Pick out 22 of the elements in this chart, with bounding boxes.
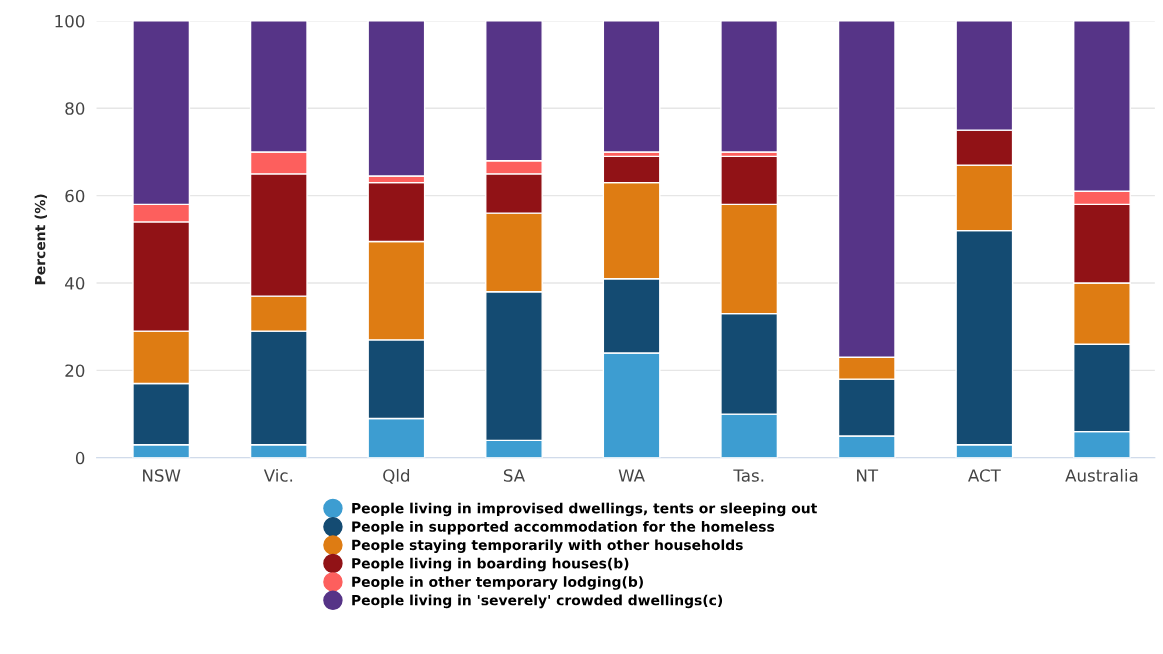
y-tick-label: 60 xyxy=(65,189,85,203)
x-tick-label: NT xyxy=(857,469,879,482)
x-tick-label: Australia xyxy=(1065,468,1138,482)
y-tick-label: 20 xyxy=(65,364,85,377)
y-tick-label: 40 xyxy=(65,277,85,290)
legend-label: People living in boarding houses(b) xyxy=(352,557,629,572)
y-tick-label: 0 xyxy=(75,451,85,465)
x-tick-label: WA xyxy=(618,469,645,482)
y-axis-title: Percent (%) xyxy=(34,194,47,285)
x-tick-label: SA xyxy=(503,469,525,482)
legend-label: People living in 'severely' crowded dwellings(c) xyxy=(352,594,723,609)
legend-label: People in supported accommodation for the homeless xyxy=(352,521,775,535)
x-tick-label: Qld xyxy=(383,468,410,484)
y-tick-label: 80 xyxy=(65,102,85,115)
x-tick-label: ACT xyxy=(968,469,1001,482)
legend-label: People in other temporary lodging(b) xyxy=(352,576,643,590)
x-tick-label: Vic. xyxy=(263,468,293,482)
y-tick-label: 100 xyxy=(55,14,85,28)
legend-label: People staying temporarily with other households xyxy=(352,539,743,553)
x-tick-label: NSW xyxy=(143,469,181,482)
legend-label: People living in improvised dwellings, tents or sleeping out xyxy=(352,502,817,517)
x-tick-label: Tas. xyxy=(733,469,764,482)
